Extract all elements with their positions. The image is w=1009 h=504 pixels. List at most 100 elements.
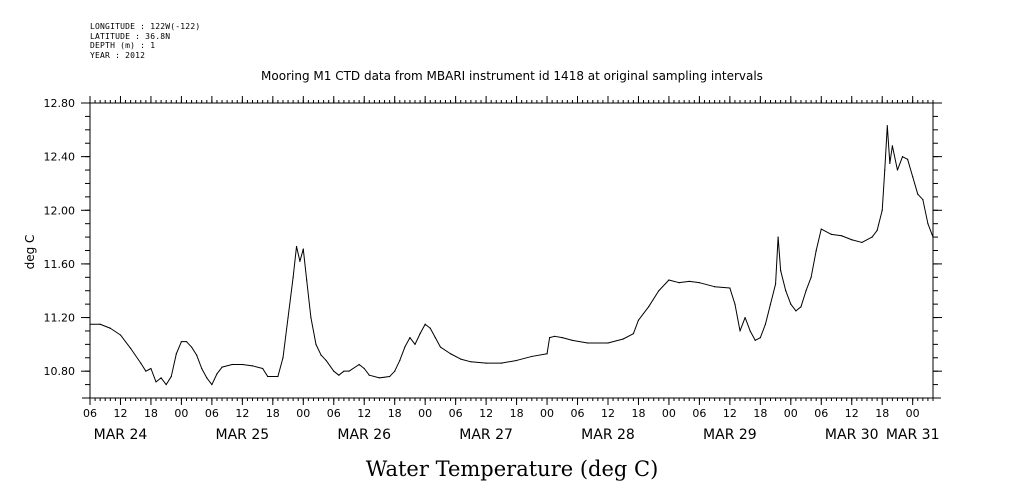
data-point [160, 377, 162, 379]
data-point [901, 156, 904, 158]
x-axis-label: Water Temperature (deg C) [366, 457, 659, 481]
y-tick-label: 12.40 [44, 151, 76, 164]
data-point [561, 337, 563, 339]
data-point [546, 353, 548, 355]
data-point [343, 370, 345, 372]
x-tick-label: 18 [875, 407, 889, 420]
y-tick-label: 12.80 [44, 97, 76, 110]
data-point [251, 365, 254, 367]
x-tick-label: 18 [631, 407, 645, 420]
data-point [292, 276, 294, 278]
data-point [871, 236, 873, 238]
x-day-label: MAR 31 [886, 427, 940, 443]
data-point [424, 323, 426, 325]
meta-year: YEAR : 2012 [90, 50, 146, 60]
x-tick-label: 06 [327, 407, 341, 420]
data-point [769, 303, 772, 305]
data-point [795, 310, 797, 312]
data-point [190, 346, 193, 348]
data-point [429, 327, 431, 329]
data-point [119, 334, 122, 336]
data-point [830, 233, 833, 236]
data-point [414, 343, 416, 345]
data-point [607, 342, 609, 344]
data-point [315, 343, 317, 345]
data-point [310, 316, 312, 319]
data-point [571, 339, 574, 341]
data-point [485, 362, 487, 364]
data-point [896, 169, 899, 171]
data-point [714, 286, 716, 288]
data-point [262, 367, 264, 370]
x-tick-label: 00 [662, 407, 676, 420]
data-point [363, 367, 365, 370]
data-point [876, 229, 878, 231]
x-tick-label: 12 [235, 407, 249, 420]
data-point [744, 316, 746, 319]
data-point [754, 339, 756, 341]
data-point [648, 306, 650, 308]
data-point [688, 280, 690, 282]
data-point [840, 235, 843, 237]
meta-depth: DEPTH (m) : 1 [90, 41, 156, 50]
data-point [815, 249, 817, 252]
data-point [861, 241, 863, 244]
data-point [348, 370, 350, 372]
data-point [155, 381, 157, 383]
data-point [632, 333, 634, 335]
data-point [399, 359, 401, 362]
data-point [805, 290, 807, 292]
data-point [231, 363, 233, 366]
x-tick-label: 00 [296, 407, 310, 420]
data-point [820, 228, 822, 230]
data-point [434, 337, 436, 339]
x-tick-label: 06 [449, 407, 463, 420]
data-point [241, 363, 243, 366]
x-day-label: MAR 28 [581, 427, 635, 443]
meta-longitude: LONGITUDE : 122W(-122) [90, 22, 201, 31]
data-point [749, 330, 751, 332]
data-point [764, 323, 767, 325]
data-point [145, 370, 147, 372]
data-point [394, 370, 396, 372]
data-point [889, 162, 891, 164]
data-point [325, 359, 327, 362]
data-point [419, 333, 421, 335]
data-point [851, 239, 853, 241]
data-point [668, 279, 670, 281]
data-point [515, 359, 518, 362]
data-point [658, 290, 660, 292]
data-point [881, 209, 883, 211]
data-point [150, 367, 152, 370]
x-day-label: MAR 24 [94, 427, 148, 443]
data-point [780, 270, 782, 272]
series-layer [89, 125, 934, 386]
x-tick-label: 12 [845, 407, 859, 420]
x-tick-label: 18 [144, 407, 158, 420]
x-tick-label: 12 [357, 407, 371, 420]
plot-axes: 06 12 18 00 06 12 18 00 06 12 18 00 06 12 18 00 06 12 18 00… [44, 96, 942, 443]
x-tick-label: 06 [692, 407, 706, 420]
data-point [439, 346, 441, 348]
data-point [409, 337, 411, 339]
data-point [932, 236, 934, 238]
data-point [109, 327, 111, 329]
meta-latitude: LATITUDE : 36.8N [90, 31, 171, 41]
data-point [216, 373, 218, 375]
data-point [790, 303, 792, 305]
data-point [277, 375, 279, 378]
x-tick-label: 00 [906, 407, 920, 420]
data-point [622, 338, 624, 340]
x-day-label: MAR 30 [825, 427, 879, 443]
x-day-label: MAR 26 [337, 427, 391, 443]
data-point [774, 283, 777, 285]
data-point [548, 337, 551, 339]
data-point [785, 290, 787, 292]
data-point [130, 347, 132, 349]
x-tick-label: 12 [479, 407, 493, 420]
data-point [170, 375, 172, 378]
data-point [302, 248, 304, 250]
y-tick-label: 11.60 [44, 258, 76, 271]
x-day-label: MAR 27 [459, 427, 513, 443]
